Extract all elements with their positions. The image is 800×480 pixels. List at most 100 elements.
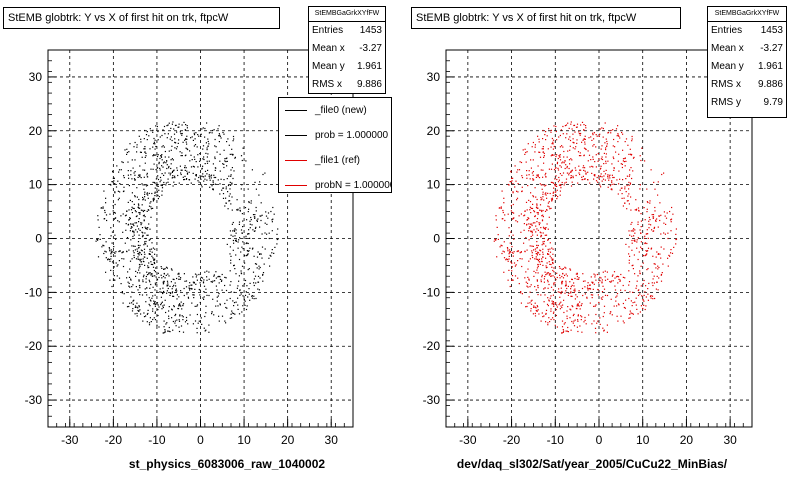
data-point <box>262 273 264 276</box>
data-point <box>142 234 144 236</box>
data-point <box>247 242 249 245</box>
data-point <box>226 243 228 245</box>
data-point <box>148 192 150 194</box>
data-point <box>158 326 160 328</box>
data-point <box>547 238 549 241</box>
data-point <box>527 143 529 145</box>
data-point <box>518 283 520 285</box>
data-point <box>542 214 544 216</box>
data-point <box>253 284 255 287</box>
data-point <box>157 175 159 177</box>
data-point <box>166 267 168 269</box>
data-point <box>167 330 169 332</box>
data-point <box>271 252 273 254</box>
data-point <box>545 265 547 267</box>
data-point <box>192 281 194 283</box>
data-point <box>511 279 513 281</box>
data-point <box>195 161 197 163</box>
data-point <box>548 253 550 255</box>
data-point <box>146 274 149 276</box>
data-point <box>114 183 116 185</box>
data-point <box>568 159 571 161</box>
data-point <box>270 255 272 257</box>
data-point <box>149 299 151 301</box>
data-point <box>523 223 525 225</box>
data-point <box>569 163 571 165</box>
data-point <box>191 159 193 161</box>
y-tick-label: 20 <box>427 124 441 138</box>
data-point <box>675 238 677 241</box>
data-point <box>545 309 548 311</box>
data-point <box>142 281 144 283</box>
data-point <box>579 308 581 310</box>
data-point <box>592 166 594 168</box>
data-point <box>552 269 554 272</box>
data-point <box>150 321 152 323</box>
data-point <box>201 128 203 130</box>
data-point <box>121 161 123 163</box>
data-point <box>545 245 547 247</box>
data-point <box>606 294 609 297</box>
data-point <box>632 170 634 172</box>
data-point <box>609 281 611 283</box>
data-point <box>152 257 154 259</box>
data-point <box>213 176 215 179</box>
data-point <box>138 246 140 249</box>
data-point <box>564 160 566 162</box>
data-point <box>203 180 205 182</box>
data-point <box>194 138 196 140</box>
data-point <box>148 209 150 211</box>
data-point <box>564 274 566 276</box>
data-point <box>657 181 659 183</box>
data-point <box>152 308 154 310</box>
data-point <box>249 247 251 249</box>
data-point <box>221 273 223 276</box>
data-point <box>180 172 182 174</box>
data-point <box>580 155 582 157</box>
data-point <box>154 248 156 250</box>
data-point <box>543 162 545 164</box>
data-point <box>179 304 181 306</box>
data-point <box>215 277 217 279</box>
data-point <box>240 251 242 253</box>
data-point <box>131 159 133 161</box>
chart-title-left: StEMB globtrk: Y vs X of first hit on tr… <box>3 7 280 29</box>
data-point <box>527 302 529 304</box>
data-point <box>239 289 241 291</box>
data-point <box>179 165 181 167</box>
data-point <box>158 161 160 163</box>
data-point <box>537 207 539 209</box>
data-point <box>555 125 557 128</box>
data-point <box>526 224 528 226</box>
data-point <box>511 246 513 248</box>
data-point <box>623 322 625 324</box>
data-point <box>671 206 673 209</box>
data-point <box>524 210 526 212</box>
data-point <box>617 125 619 127</box>
data-point <box>254 230 256 232</box>
data-point <box>130 239 132 241</box>
data-point <box>562 304 564 306</box>
data-point <box>175 313 177 315</box>
data-point <box>156 282 158 284</box>
data-point <box>542 191 544 193</box>
data-point <box>153 198 155 200</box>
data-point <box>509 252 511 254</box>
data-point <box>140 138 142 140</box>
data-point <box>636 239 638 241</box>
x-tick-label: 30 <box>723 433 737 447</box>
data-point <box>144 156 146 158</box>
data-point <box>235 239 237 241</box>
data-point <box>138 305 140 307</box>
data-point <box>592 132 594 134</box>
data-point <box>543 240 545 243</box>
data-point <box>565 267 567 269</box>
data-point <box>539 156 542 158</box>
data-point <box>272 206 274 209</box>
data-point <box>232 221 234 224</box>
data-point <box>542 184 544 186</box>
data-point <box>180 173 182 176</box>
data-point <box>547 202 549 204</box>
data-point <box>141 156 143 158</box>
data-point <box>222 197 225 199</box>
